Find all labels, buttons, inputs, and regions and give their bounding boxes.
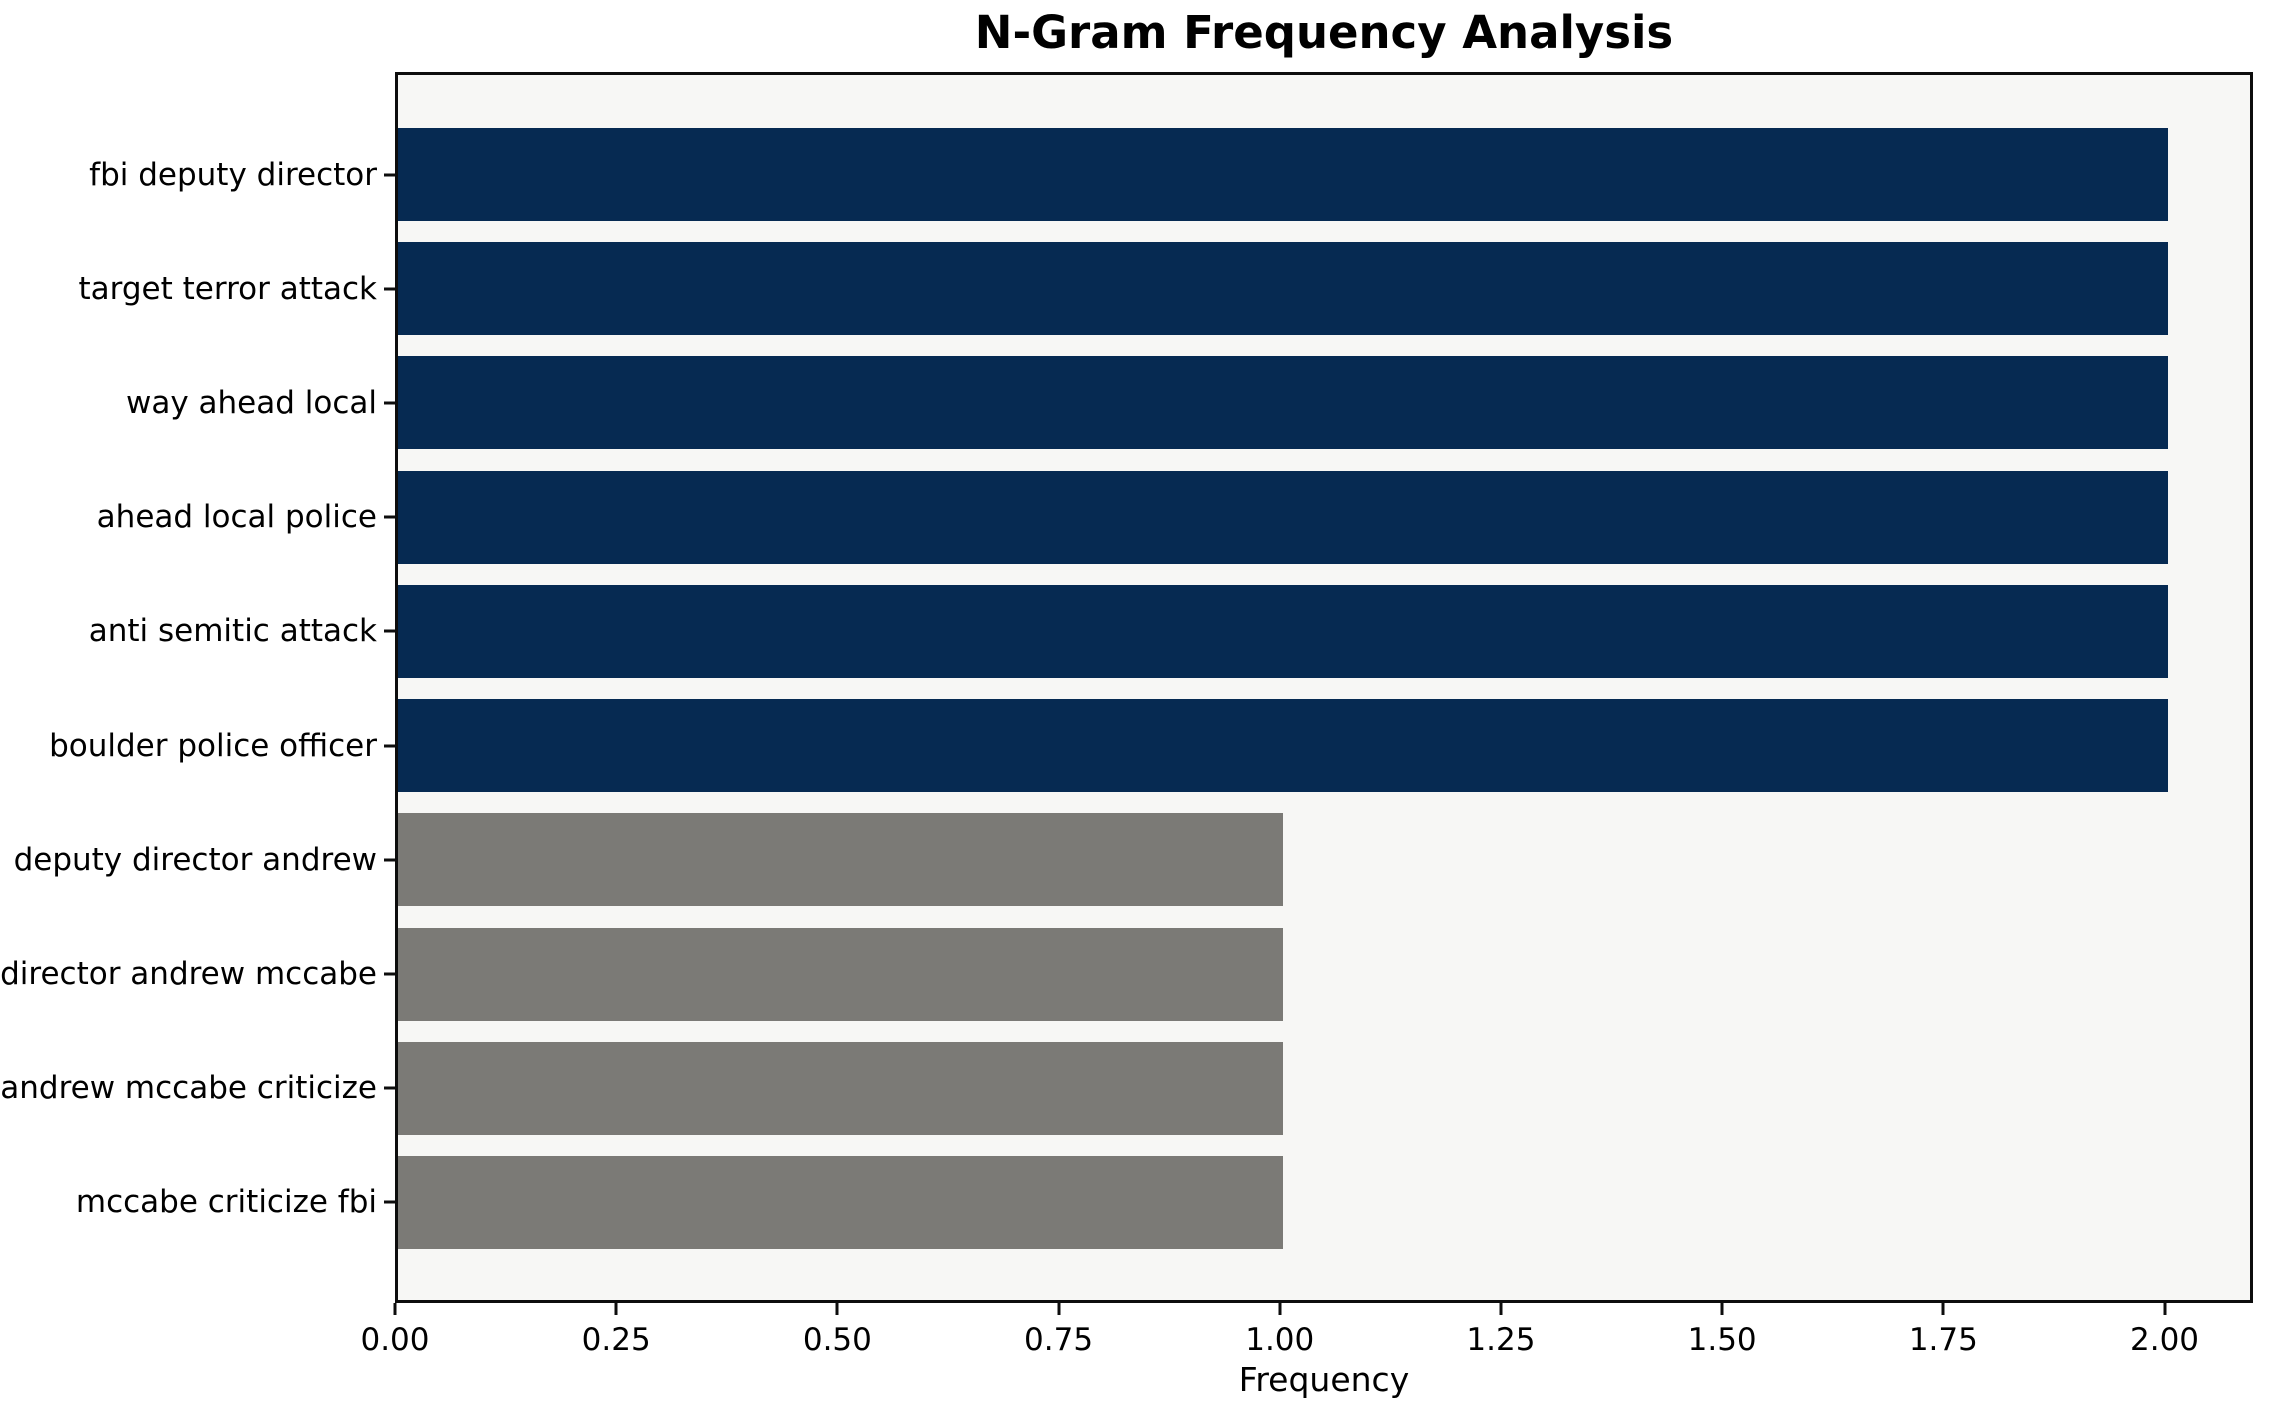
x-tick-mark — [393, 1303, 397, 1315]
x-tick-mark — [1720, 1303, 1724, 1315]
bar — [398, 242, 2168, 336]
x-tick-label: 1.50 — [1687, 1322, 1757, 1358]
x-tick-label: 0.75 — [1024, 1322, 1094, 1358]
x-tick-label: 1.25 — [1466, 1322, 1536, 1358]
y-tick-mark — [384, 629, 395, 633]
y-tick-mark — [384, 1200, 395, 1204]
bar — [398, 470, 2168, 564]
bar — [398, 927, 1283, 1021]
y-tick-label: boulder police officer — [49, 727, 377, 764]
y-tick-mark — [384, 515, 395, 519]
bar — [398, 1041, 1283, 1135]
x-tick-label: 1.00 — [1245, 1322, 1315, 1358]
y-tick-label: andrew mccabe criticize — [0, 1070, 377, 1107]
y-tick-label: director andrew mccabe — [0, 956, 377, 993]
bar — [398, 128, 2168, 221]
y-tick-label: anti semitic attack — [88, 613, 377, 650]
x-tick-label: 0.00 — [360, 1322, 430, 1358]
y-tick-label: mccabe criticize fbi — [75, 1184, 377, 1221]
bar — [398, 813, 1283, 907]
x-tick-mark — [1499, 1303, 1503, 1315]
x-tick-mark — [1941, 1303, 1945, 1315]
x-tick-mark — [835, 1303, 839, 1315]
x-tick-label: 1.75 — [1908, 1322, 1978, 1358]
bar — [398, 356, 2168, 450]
y-tick-mark — [384, 858, 395, 862]
y-tick-label: deputy director andrew — [13, 841, 377, 878]
y-tick-mark — [384, 287, 395, 291]
x-tick-mark — [2163, 1303, 2167, 1315]
plot-area — [395, 72, 2253, 1303]
y-tick-mark — [384, 744, 395, 748]
bar — [398, 584, 2168, 678]
y-tick-mark — [384, 401, 395, 405]
bar — [398, 1155, 1283, 1249]
y-tick-mark — [384, 173, 395, 176]
x-tick-mark — [1278, 1303, 1282, 1315]
y-tick-label: ahead local police — [96, 499, 377, 536]
bar — [398, 699, 2168, 793]
chart-title: N-Gram Frequency Analysis — [974, 6, 1674, 59]
y-tick-label: target terror attack — [78, 270, 377, 307]
y-tick-label: fbi deputy director — [89, 156, 377, 193]
y-tick-label: way ahead local — [125, 384, 377, 421]
x-tick-label: 0.50 — [802, 1322, 872, 1358]
x-tick-mark — [1057, 1303, 1061, 1315]
x-tick-label: 0.25 — [581, 1322, 651, 1358]
x-axis-title: Frequency — [1238, 1360, 1410, 1399]
x-tick-label: 2.00 — [2130, 1322, 2200, 1358]
x-tick-mark — [614, 1303, 618, 1315]
y-tick-mark — [384, 1086, 395, 1090]
y-tick-mark — [384, 972, 395, 976]
